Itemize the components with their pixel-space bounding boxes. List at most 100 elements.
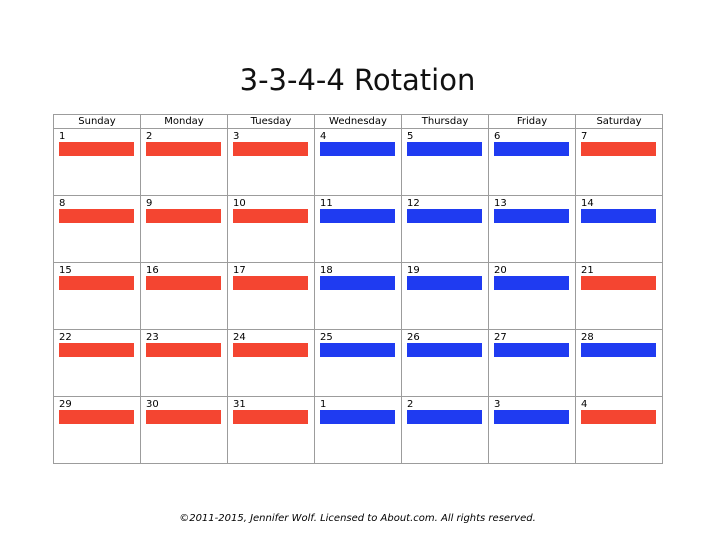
weekday-header-sunday: Sunday <box>53 114 141 129</box>
day-number: 9 <box>146 198 153 209</box>
calendar-day-cell: 23 <box>140 329 228 397</box>
day-number: 7 <box>581 131 588 142</box>
blue-shift-bar <box>407 276 482 290</box>
day-number: 23 <box>146 332 159 343</box>
blue-shift-bar <box>494 209 569 223</box>
day-number: 10 <box>233 198 246 209</box>
calendar-day-cell: 5 <box>401 128 489 196</box>
day-number: 6 <box>494 131 501 142</box>
day-number: 19 <box>407 265 420 276</box>
calendar-day-cell: 13 <box>488 195 576 263</box>
calendar-week-row: 1 2 3 4 5 6 7 <box>53 128 663 196</box>
calendar-day-cell: 29 <box>53 396 141 464</box>
red-shift-bar <box>146 343 221 357</box>
blue-shift-bar <box>320 276 395 290</box>
red-shift-bar <box>233 276 308 290</box>
blue-shift-bar <box>494 343 569 357</box>
copyright-footer: ©2011-2015, Jennifer Wolf. Licensed to A… <box>179 513 536 524</box>
day-number: 2 <box>146 131 153 142</box>
weekday-header-tuesday: Tuesday <box>227 114 315 129</box>
day-number: 26 <box>407 332 420 343</box>
red-shift-bar <box>146 410 221 424</box>
red-shift-bar <box>59 209 134 223</box>
day-number: 17 <box>233 265 246 276</box>
blue-shift-bar <box>407 410 482 424</box>
calendar-day-cell: 4 <box>314 128 402 196</box>
weekday-header-wednesday: Wednesday <box>314 114 402 129</box>
day-number: 21 <box>581 265 594 276</box>
day-number: 13 <box>494 198 507 209</box>
red-shift-bar <box>581 276 656 290</box>
day-number: 14 <box>581 198 594 209</box>
calendar-day-cell: 14 <box>575 195 663 263</box>
day-number: 20 <box>494 265 507 276</box>
calendar-day-cell: 26 <box>401 329 489 397</box>
red-shift-bar <box>59 276 134 290</box>
day-number: 4 <box>320 131 327 142</box>
red-shift-bar <box>59 142 134 156</box>
calendar-day-cell: 22 <box>53 329 141 397</box>
red-shift-bar <box>233 343 308 357</box>
calendar-week-row: 29 30 31 1 2 3 4 <box>53 396 663 464</box>
calendar-day-cell: 2 <box>401 396 489 464</box>
calendar-body: 1 2 3 4 5 6 7 8 9 10 11 12 13 14 15 16 17 18 19 20 21 22 23 24 2… <box>53 128 663 464</box>
red-shift-bar <box>233 410 308 424</box>
day-number: 3 <box>233 131 240 142</box>
day-number: 30 <box>146 399 159 410</box>
calendar-week-row: 15 16 17 18 19 20 21 <box>53 262 663 330</box>
blue-shift-bar <box>320 142 395 156</box>
blue-shift-bar <box>494 410 569 424</box>
calendar-day-cell: 21 <box>575 262 663 330</box>
calendar-day-cell: 8 <box>53 195 141 263</box>
calendar-day-cell: 31 <box>227 396 315 464</box>
calendar-day-cell: 1 <box>53 128 141 196</box>
day-number: 28 <box>581 332 594 343</box>
day-number: 11 <box>320 198 333 209</box>
blue-shift-bar <box>320 410 395 424</box>
blue-shift-bar <box>581 209 656 223</box>
blue-shift-bar <box>407 343 482 357</box>
red-shift-bar <box>581 410 656 424</box>
day-number: 31 <box>233 399 246 410</box>
day-number: 12 <box>407 198 420 209</box>
weekday-header-saturday: Saturday <box>575 114 663 129</box>
weekday-header-thursday: Thursday <box>401 114 489 129</box>
calendar-day-cell: 7 <box>575 128 663 196</box>
blue-shift-bar <box>494 276 569 290</box>
calendar-day-cell: 10 <box>227 195 315 263</box>
calendar-day-cell: 2 <box>140 128 228 196</box>
calendar-week-row: 8 9 10 11 12 13 14 <box>53 195 663 263</box>
red-shift-bar <box>581 142 656 156</box>
day-number: 24 <box>233 332 246 343</box>
calendar-day-cell: 19 <box>401 262 489 330</box>
calendar-day-cell: 18 <box>314 262 402 330</box>
blue-shift-bar <box>494 142 569 156</box>
blue-shift-bar <box>320 343 395 357</box>
calendar-day-cell: 17 <box>227 262 315 330</box>
calendar-day-cell: 4 <box>575 396 663 464</box>
day-number: 22 <box>59 332 72 343</box>
calendar-day-cell: 15 <box>53 262 141 330</box>
calendar-day-cell: 12 <box>401 195 489 263</box>
calendar-day-cell: 16 <box>140 262 228 330</box>
weekday-header-row: Sunday Monday Tuesday Wednesday Thursday… <box>53 114 663 129</box>
day-number: 27 <box>494 332 507 343</box>
rotation-calendar: Sunday Monday Tuesday Wednesday Thursday… <box>53 114 663 464</box>
day-number: 15 <box>59 265 72 276</box>
calendar-day-cell: 30 <box>140 396 228 464</box>
red-shift-bar <box>233 142 308 156</box>
day-number: 1 <box>59 131 66 142</box>
calendar-day-cell: 28 <box>575 329 663 397</box>
day-number: 1 <box>320 399 327 410</box>
calendar-day-cell: 24 <box>227 329 315 397</box>
red-shift-bar <box>59 343 134 357</box>
blue-shift-bar <box>320 209 395 223</box>
calendar-day-cell: 25 <box>314 329 402 397</box>
calendar-day-cell: 1 <box>314 396 402 464</box>
day-number: 29 <box>59 399 72 410</box>
day-number: 2 <box>407 399 414 410</box>
calendar-day-cell: 11 <box>314 195 402 263</box>
blue-shift-bar <box>581 343 656 357</box>
day-number: 3 <box>494 399 501 410</box>
day-number: 18 <box>320 265 333 276</box>
